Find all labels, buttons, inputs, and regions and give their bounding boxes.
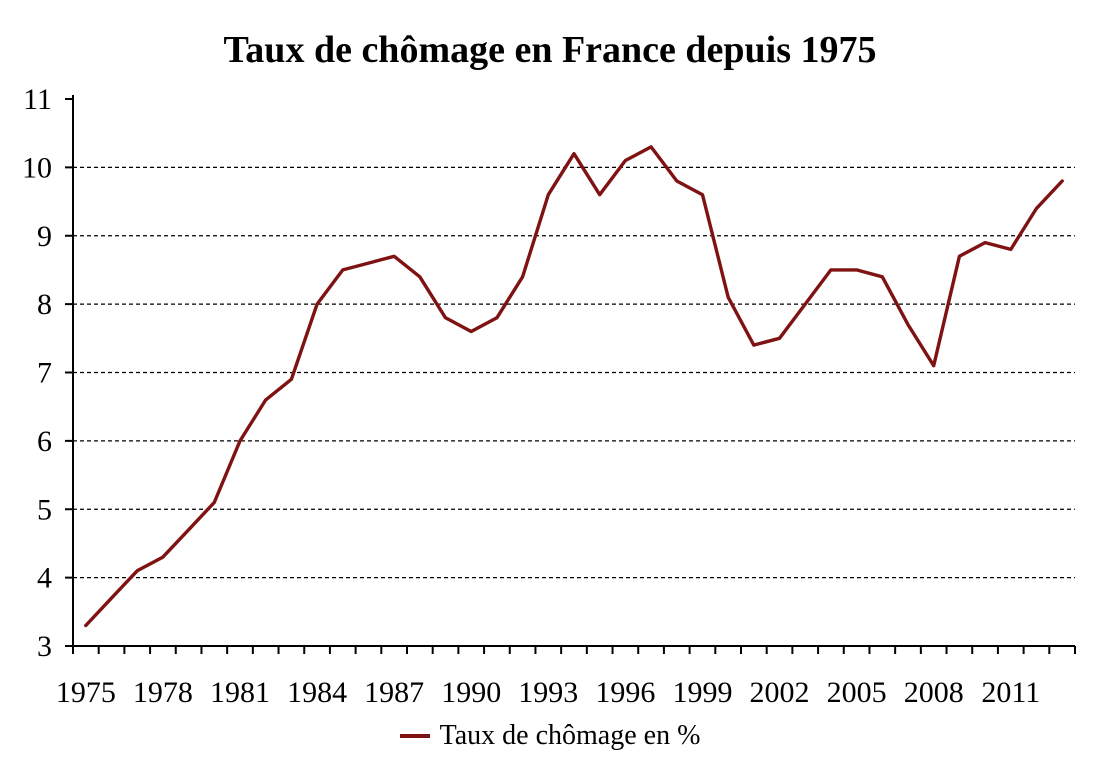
y-axis-tick-label: 9 [37, 220, 52, 253]
y-axis-tick-label: 3 [37, 630, 52, 663]
gridlines [73, 166, 1075, 579]
x-axis-tick-label: 2005 [827, 676, 887, 709]
axes [72, 95, 1075, 647]
x-axis-tick-label: 1978 [133, 676, 193, 709]
y-axis-tick-label: 10 [22, 151, 52, 184]
x-axis-tick-label: 2011 [981, 676, 1040, 709]
series-line-taux-de-chomage [84, 145, 1064, 628]
x-axis-tick-label: 2008 [904, 676, 964, 709]
x-axis-tick-label: 1999 [672, 676, 732, 709]
y-axis-tick-label: 8 [37, 288, 52, 321]
x-axis-tick-label: 2002 [750, 676, 810, 709]
x-axis-tick-label: 1987 [364, 676, 424, 709]
x-axis-tick-label: 1990 [441, 676, 501, 709]
legend-label: Taux de chômage en % [439, 720, 701, 751]
x-axis-ticks: 1975 1978 1981 1984 1987 1990 1993 1996 1999 2002… [56, 646, 1076, 709]
y-axis-ticks: 3 4 5 6 7 8 9 10 11 [22, 83, 73, 663]
y-axis-tick-label: 5 [37, 493, 52, 526]
y-axis-tick-label: 6 [37, 425, 52, 458]
y-axis-tick-label: 4 [37, 562, 52, 595]
x-axis-tick-label: 1993 [518, 676, 578, 709]
y-axis-tick-label: 7 [37, 357, 52, 390]
x-axis-tick-label: 1996 [595, 676, 655, 709]
x-axis-tick-label: 1981 [210, 676, 270, 709]
y-axis-tick-label: 11 [23, 83, 52, 116]
chart-legend: Taux de chômage en % [0, 722, 1100, 750]
x-axis-tick-label: 1975 [56, 676, 116, 709]
legend-line-marker-icon [399, 734, 430, 738]
chart-title: Taux de chômage en France depuis 1975 [223, 29, 877, 71]
x-axis-tick-label: 1984 [287, 676, 347, 709]
